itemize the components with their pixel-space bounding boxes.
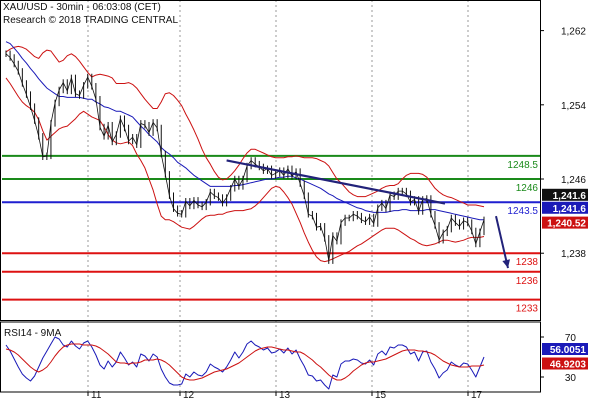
copyright-line: Research © 2018 TRADING CENTRAL [3,15,179,26]
price-tick-label: 1,254 [561,101,586,112]
price-tag-rsi [542,343,588,355]
price-tag-label-rsi: 56.0051 [550,345,587,356]
time-tick-label: 13 [279,390,291,400]
chart-header: XAU/USD - 30min - 06:03:08 (CET) Researc… [3,1,178,27]
rsi-panel: RSI14 - 9MA [4,328,485,390]
price-tag-label-last: 1,241.6 [553,191,587,202]
price-tag-label-rsi_ma: 46.9203 [550,360,587,371]
level-label-1233: 1233 [516,304,539,315]
level-label-1246: 1246 [516,183,539,194]
time-tick-label: 11 [91,390,102,400]
time-tick-label: 15 [375,390,387,400]
price-line [5,53,485,262]
price-tag-last [542,188,588,201]
projection-arrow-head [502,259,510,269]
price-tick-label: 1,238 [561,249,586,260]
rsi-tick-label: 30 [565,373,577,384]
level-label-1238: 1238 [516,257,539,268]
rsi-tick-label: 70 [565,333,577,344]
level-label-1236: 1236 [516,276,539,287]
time-tick-label: 12 [183,390,195,400]
price-tag-rsi_ma [542,357,588,370]
price-tick-label: 1,246 [561,175,586,186]
price-tag-label-bollinger: 1,240.52 [547,219,586,230]
main-price-panel: 1248.5 1246 1243.5 1238 1236 1233 [2,0,540,392]
price-tick-label: 1,262 [561,27,586,38]
rsi-panel-border [0,321,541,393]
projection-arrow [495,215,509,269]
price-tag-moving_average [542,201,588,214]
price-tag-label-moving_average: 1,241.6 [553,204,587,215]
bollinger-upper-line [5,45,485,208]
main-panel-border [0,0,541,321]
level-label-1248.5: 1248.5 [507,160,538,171]
instrument-title: XAU/USD - 30min - 06:03:08 (CET) [3,2,161,13]
time-tick-label: 17 [471,390,483,400]
bollinger-lower-line [5,77,485,263]
moving-average-line [5,41,484,221]
downtrend-line [226,159,446,205]
level-label-1243.5: 1243.5 [507,206,538,217]
rsi-ma-line [5,343,485,381]
rsi-panel-title: RSI14 - 9MA [4,328,62,339]
price-tag-bollinger [542,216,588,229]
rsi-line [5,336,485,390]
